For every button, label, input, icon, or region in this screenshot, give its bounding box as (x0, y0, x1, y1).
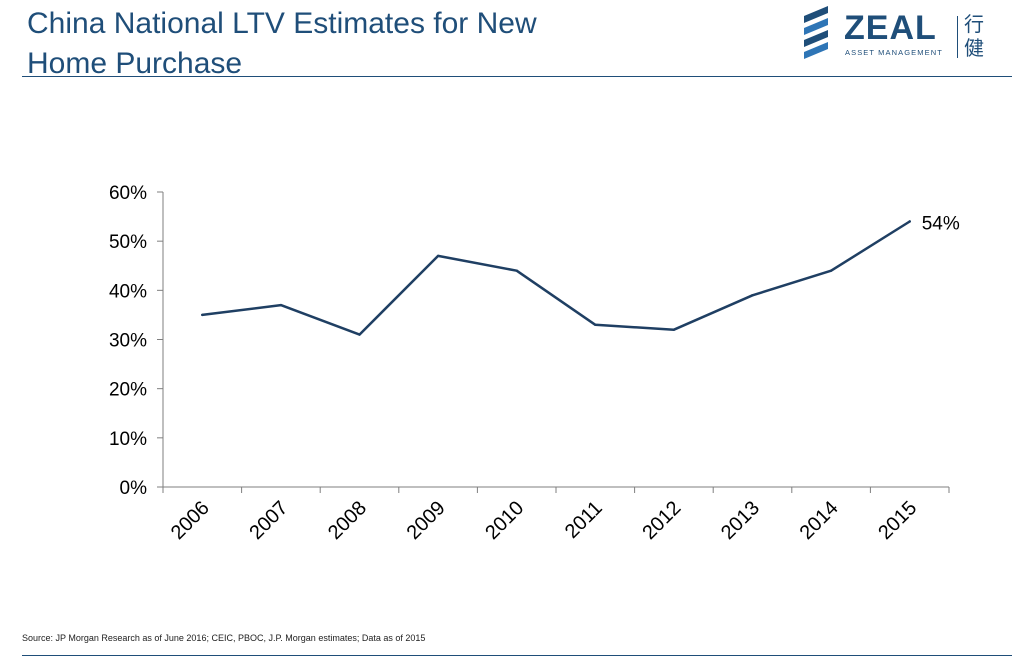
logo-chinese-char-1: 行 (964, 12, 984, 36)
logo-subtitle: ASSET MANAGEMENT (845, 48, 943, 57)
y-tick-label: 20% (109, 380, 147, 401)
x-tick-label: 2010 (481, 497, 528, 544)
zeal-mark-icon (804, 6, 828, 59)
x-tick-label: 2014 (796, 497, 843, 544)
source-note: Source: JP Morgan Research as of June 20… (22, 633, 426, 643)
data-point (279, 303, 283, 307)
x-tick-label: 2012 (638, 497, 685, 544)
x-tick-label: 2015 (874, 497, 921, 544)
logo-chinese-char-2: 健 (964, 36, 984, 60)
x-tick-label: 2009 (403, 497, 450, 544)
y-tick-label: 30% (109, 331, 147, 352)
y-tick-label: 60% (109, 183, 147, 204)
page-title-line-1: China National LTV Estimates for New (27, 7, 537, 40)
data-point (908, 220, 911, 223)
y-tick-label: 40% (109, 281, 147, 302)
ltv-series-line (201, 220, 911, 336)
zeal-logo: ZEAL ASSET MANAGEMENT 行 健 (800, 4, 1000, 66)
logo-divider (957, 16, 958, 58)
page-title: China National LTV Estimates for New Hom… (27, 4, 747, 84)
data-point (515, 269, 518, 272)
x-tick-label: 2013 (717, 497, 764, 544)
ltv-line-chart: 0% 10% 20% 30% 40% 50% 60% 2006 2007 2008 2009 2010… (109, 183, 960, 544)
x-tick-label: 2007 (245, 497, 292, 544)
footer-divider (22, 655, 1012, 656)
data-point (594, 323, 597, 326)
data-point (672, 328, 676, 331)
x-tick-label: 2011 (561, 497, 607, 543)
y-tick-label: 10% (109, 429, 147, 450)
y-tick-label: 0% (120, 478, 148, 499)
data-point (829, 269, 833, 272)
data-point (201, 313, 204, 317)
data-point (436, 254, 440, 258)
data-point (358, 333, 361, 336)
data-label-2015: 54% (922, 214, 960, 235)
page-title-line-2: Home Purchase (27, 47, 243, 80)
logo-name: ZEAL (844, 9, 937, 47)
title-divider (22, 76, 1012, 77)
x-tick-label: 2006 (167, 497, 214, 544)
x-tick-label: 2008 (324, 497, 371, 544)
y-tick-label: 50% (109, 232, 147, 253)
data-point (751, 294, 754, 297)
logo-chinese: 行 健 (964, 12, 986, 60)
